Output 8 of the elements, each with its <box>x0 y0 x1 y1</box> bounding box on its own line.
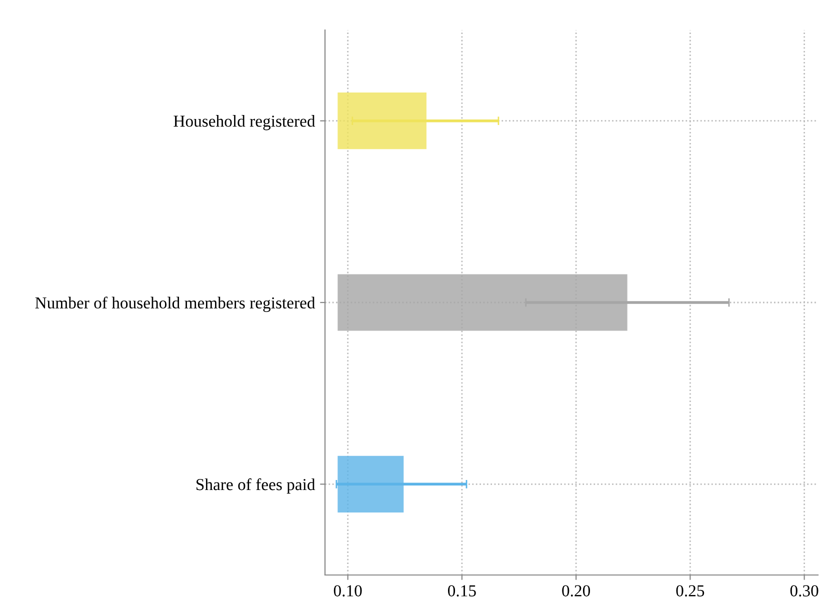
x-tick-label: 0.20 <box>562 585 590 597</box>
x-tick-label: 0.25 <box>676 585 704 597</box>
y-tick-label: Share of fees paid <box>196 478 316 494</box>
x-tick-label: 0.10 <box>334 585 362 597</box>
x-tick-label: 0.30 <box>790 585 818 597</box>
y-tick-label: Number of household members registered <box>35 296 316 312</box>
y-tick-label: Household registered <box>174 115 316 130</box>
x-tick-label: 0.15 <box>448 585 476 597</box>
